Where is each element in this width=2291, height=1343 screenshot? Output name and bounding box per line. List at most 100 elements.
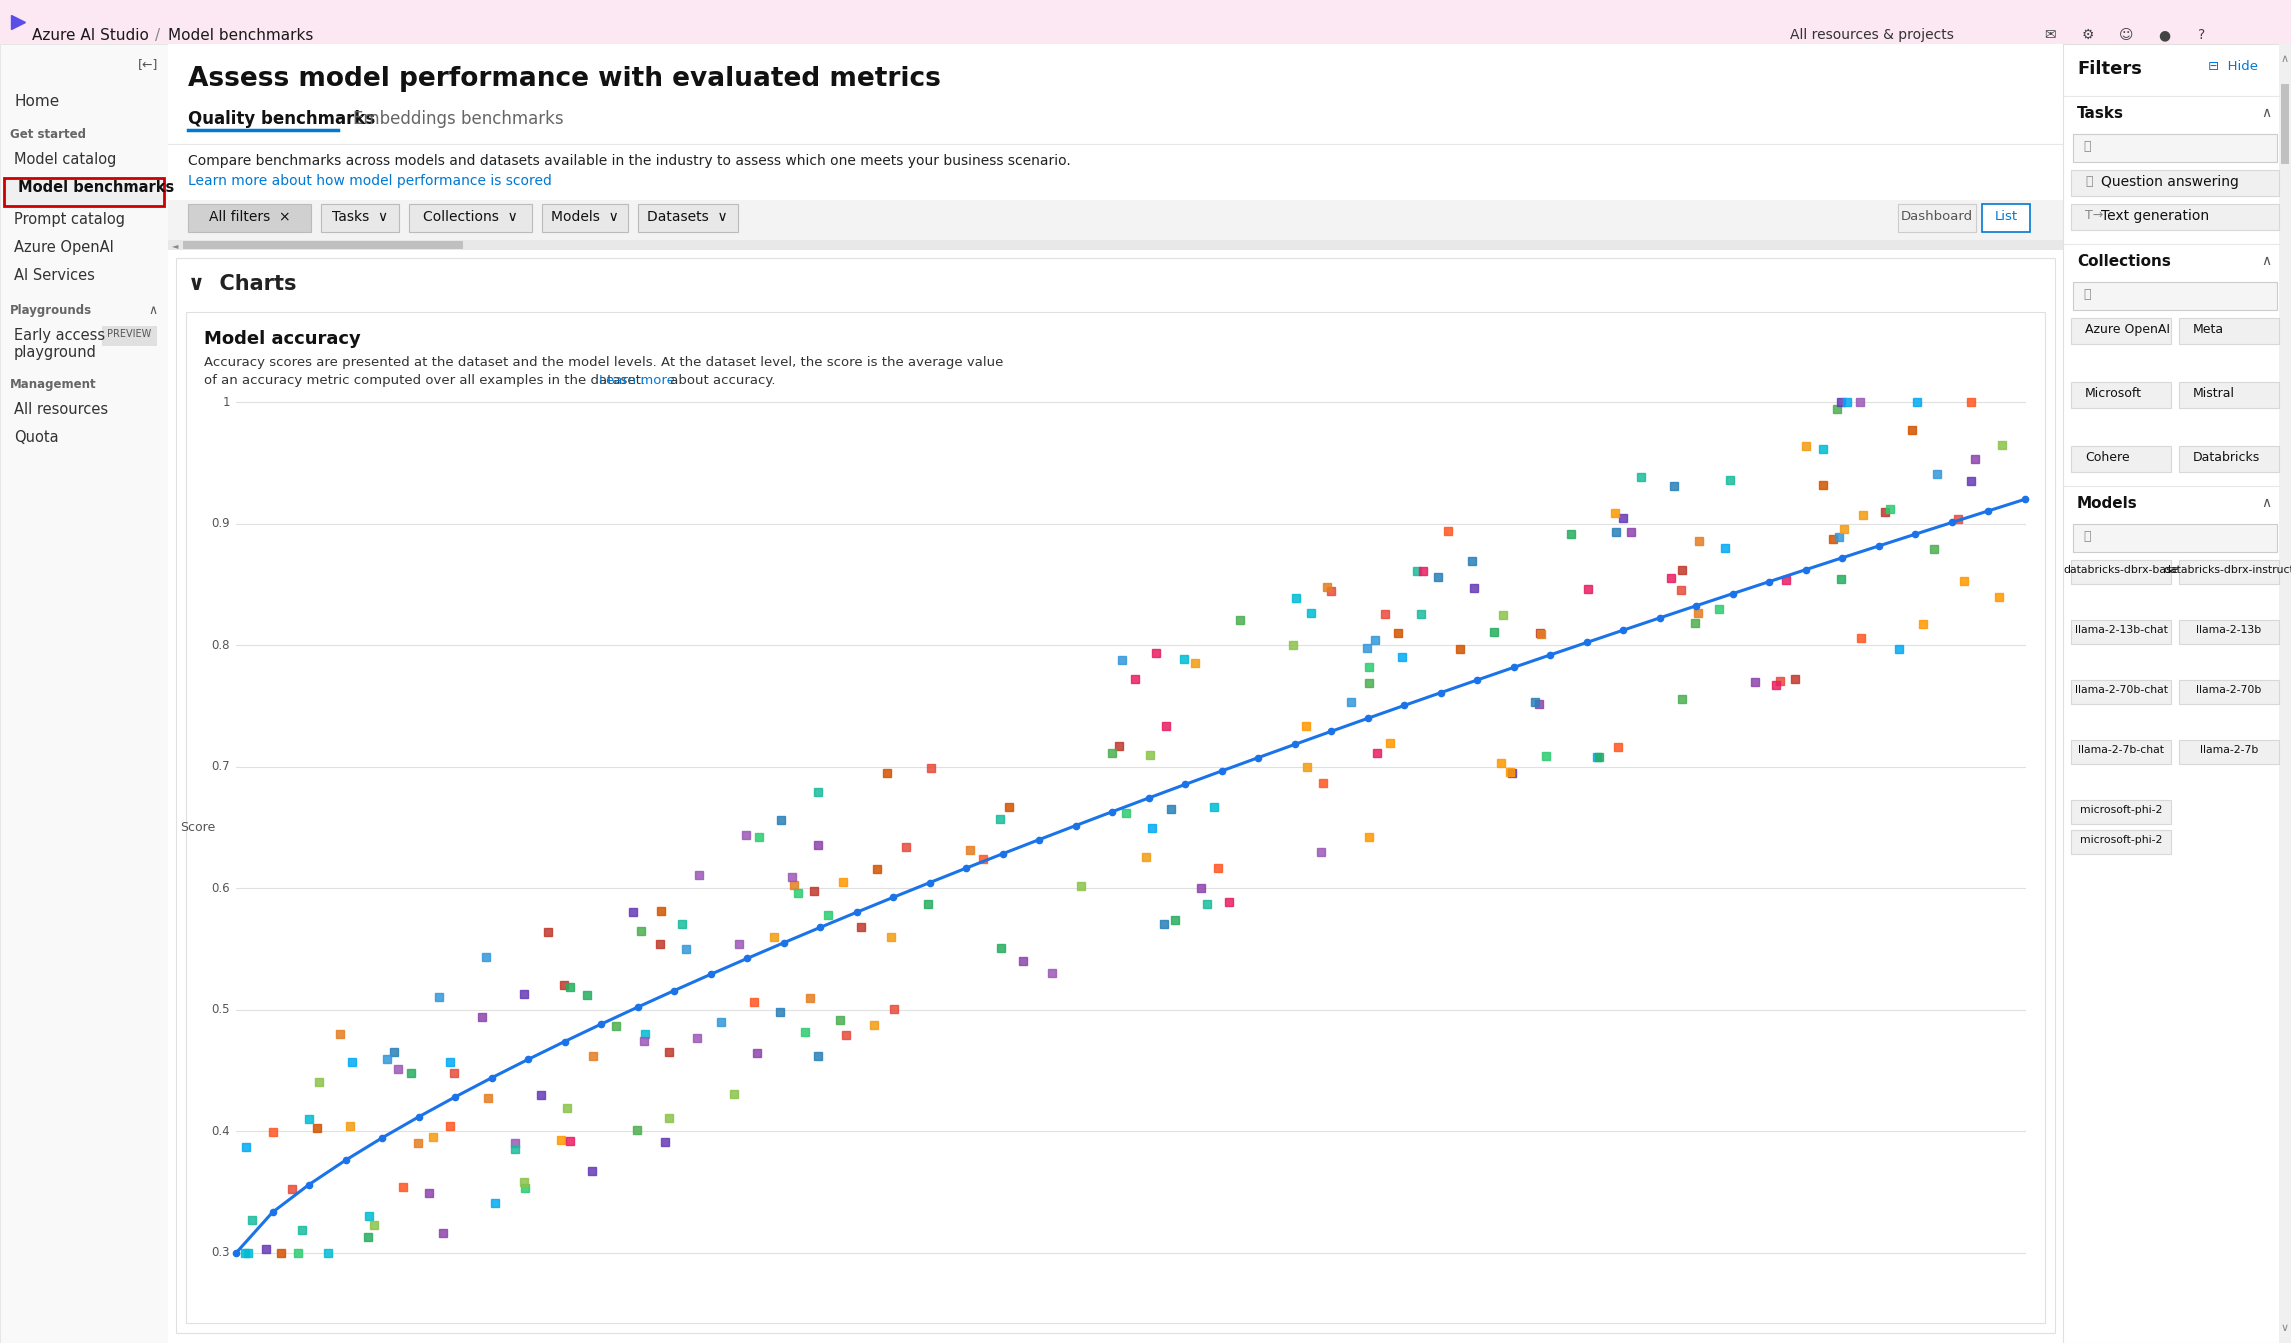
Text: ●: ● (2158, 28, 2170, 42)
Text: Azure OpenAI: Azure OpenAI (14, 240, 115, 255)
Text: Azure AI Studio: Azure AI Studio (32, 28, 149, 43)
Bar (0, 0, 2291, 44)
FancyBboxPatch shape (543, 204, 628, 232)
Text: ⊟  Hide: ⊟ Hide (2209, 60, 2259, 73)
Text: All filters  ×: All filters × (208, 210, 291, 224)
Text: ?: ? (2199, 28, 2206, 42)
Text: Meta: Meta (2192, 324, 2225, 336)
Text: Get started: Get started (9, 128, 87, 141)
FancyBboxPatch shape (2071, 830, 2172, 854)
FancyBboxPatch shape (1897, 204, 1977, 232)
Text: ∨  Charts: ∨ Charts (188, 274, 296, 294)
Text: llama-2-13b-chat: llama-2-13b-chat (2076, 624, 2167, 635)
Text: 0.3: 0.3 (211, 1246, 229, 1260)
Text: All resources: All resources (14, 402, 108, 416)
FancyBboxPatch shape (2071, 560, 2172, 584)
Text: [←]: [←] (137, 58, 158, 71)
Text: Early access
playground: Early access playground (14, 328, 105, 360)
Text: llama-2-70b: llama-2-70b (2197, 685, 2261, 694)
Text: Accuracy scores are presented at the dataset and the model levels. At the datase: Accuracy scores are presented at the dat… (204, 356, 1003, 369)
Bar (2062, 44, 2291, 1343)
FancyBboxPatch shape (2179, 560, 2280, 584)
Text: Model accuracy: Model accuracy (204, 330, 360, 348)
Bar (167, 200, 2062, 240)
Text: 0.9: 0.9 (211, 517, 229, 530)
Text: 🔍: 🔍 (2083, 140, 2089, 153)
Bar (5, 179, 165, 205)
Text: ∧: ∧ (2261, 106, 2270, 120)
FancyBboxPatch shape (2071, 680, 2172, 704)
Bar (183, 240, 463, 248)
Text: microsoft-phi-2: microsoft-phi-2 (2080, 835, 2163, 845)
Text: Assess model performance with evaluated metrics: Assess model performance with evaluated … (188, 66, 942, 93)
Text: Mistral: Mistral (2192, 387, 2236, 400)
Text: Text generation: Text generation (2101, 210, 2209, 223)
FancyBboxPatch shape (2179, 680, 2280, 704)
Bar (167, 240, 2062, 250)
FancyBboxPatch shape (2282, 85, 2289, 164)
Text: Dashboard: Dashboard (1902, 210, 1973, 223)
Text: Home: Home (14, 94, 60, 109)
Text: ∧: ∧ (2261, 496, 2270, 510)
Text: Compare benchmarks across models and datasets available in the industry to asses: Compare benchmarks across models and dat… (188, 154, 1070, 168)
Text: 0.7: 0.7 (211, 760, 229, 774)
FancyBboxPatch shape (2179, 318, 2280, 344)
Text: Score: Score (181, 821, 215, 834)
FancyBboxPatch shape (2179, 740, 2280, 764)
Text: 0.6: 0.6 (211, 882, 229, 894)
FancyBboxPatch shape (2071, 800, 2172, 825)
Text: ∧: ∧ (2261, 254, 2270, 269)
Bar (176, 258, 2055, 1334)
Text: llama-2-7b: llama-2-7b (2199, 745, 2259, 755)
Text: ∨: ∨ (2282, 1323, 2289, 1334)
Text: ☺: ☺ (2119, 28, 2133, 42)
Text: Learn more: Learn more (598, 373, 676, 387)
FancyBboxPatch shape (637, 204, 738, 232)
Text: Quota: Quota (14, 430, 60, 445)
Text: llama-2-70b-chat: llama-2-70b-chat (2073, 685, 2167, 694)
Text: ∧: ∧ (2282, 54, 2289, 64)
FancyBboxPatch shape (2179, 446, 2280, 473)
FancyBboxPatch shape (2071, 171, 2280, 196)
FancyBboxPatch shape (2071, 620, 2172, 645)
Text: Learn more about how model performance is scored: Learn more about how model performance i… (188, 175, 552, 188)
Text: Databricks: Databricks (2192, 451, 2261, 463)
Text: Management: Management (9, 377, 96, 391)
Text: Playgrounds: Playgrounds (9, 304, 92, 317)
FancyBboxPatch shape (188, 204, 312, 232)
Text: 1: 1 (222, 395, 229, 408)
Bar (0, 44, 167, 1343)
Text: Filters: Filters (2078, 60, 2142, 78)
Text: Question answering: Question answering (2101, 175, 2238, 189)
Text: ∧: ∧ (149, 304, 158, 317)
Text: /: / (156, 28, 160, 43)
FancyBboxPatch shape (1982, 204, 2030, 232)
Text: databricks-dbrx-base: databricks-dbrx-base (2064, 565, 2179, 575)
Text: Model benchmarks: Model benchmarks (167, 28, 314, 43)
FancyBboxPatch shape (2071, 740, 2172, 764)
FancyBboxPatch shape (103, 326, 158, 346)
Text: Microsoft: Microsoft (2085, 387, 2142, 400)
Text: Cohere: Cohere (2085, 451, 2131, 463)
Bar (186, 312, 2046, 1323)
FancyBboxPatch shape (2066, 74, 2078, 134)
Text: AI Services: AI Services (14, 269, 94, 283)
Text: Tasks  ∨: Tasks ∨ (332, 210, 387, 224)
FancyBboxPatch shape (2179, 620, 2280, 645)
Text: Collections  ∨: Collections ∨ (424, 210, 518, 224)
Bar (167, 44, 2069, 1343)
Text: of an accuracy metric computed over all examples in the dataset.: of an accuracy metric computed over all … (204, 373, 653, 387)
FancyBboxPatch shape (2071, 446, 2172, 473)
Text: 🔍: 🔍 (2083, 287, 2089, 301)
Text: microsoft-phi-2: microsoft-phi-2 (2080, 804, 2163, 815)
Text: Model benchmarks: Model benchmarks (18, 180, 174, 195)
FancyBboxPatch shape (321, 204, 399, 232)
FancyBboxPatch shape (2179, 381, 2280, 408)
Text: ⚙: ⚙ (2083, 28, 2094, 42)
Text: about accuracy.: about accuracy. (667, 373, 774, 387)
Text: Azure OpenAI: Azure OpenAI (2085, 324, 2170, 336)
Text: ✉: ✉ (2044, 28, 2055, 42)
Text: Datasets  ∨: Datasets ∨ (648, 210, 729, 224)
Text: Model catalog: Model catalog (14, 152, 117, 167)
Text: Embeddings benchmarks: Embeddings benchmarks (353, 110, 564, 128)
